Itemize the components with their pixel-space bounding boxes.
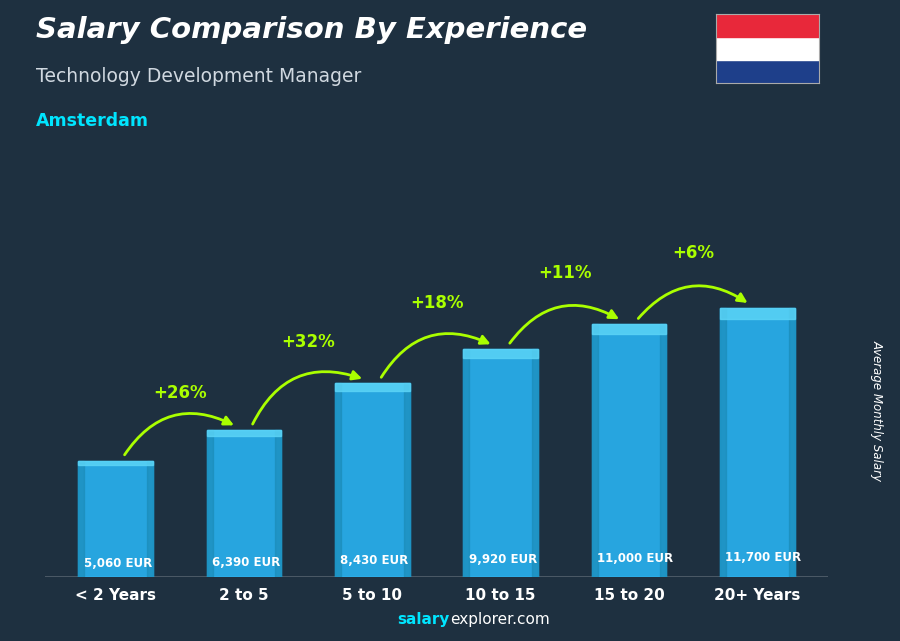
- Text: 11,000 EUR: 11,000 EUR: [597, 552, 673, 565]
- Bar: [716, 60, 819, 83]
- Text: Average Monthly Salary: Average Monthly Salary: [871, 340, 884, 481]
- Text: Salary Comparison By Experience: Salary Comparison By Experience: [36, 16, 587, 44]
- Text: +26%: +26%: [153, 384, 207, 403]
- Bar: [661, 324, 666, 577]
- Bar: [464, 349, 538, 358]
- Text: explorer.com: explorer.com: [450, 612, 550, 627]
- Bar: [207, 430, 281, 577]
- Bar: [720, 308, 795, 577]
- Bar: [78, 461, 85, 577]
- Bar: [592, 324, 666, 577]
- Text: +32%: +32%: [282, 333, 335, 351]
- Text: +6%: +6%: [672, 244, 715, 262]
- Bar: [335, 383, 341, 577]
- Bar: [720, 308, 726, 577]
- Text: Amsterdam: Amsterdam: [36, 112, 149, 130]
- Bar: [464, 349, 470, 577]
- Text: +18%: +18%: [410, 294, 464, 312]
- Bar: [78, 461, 153, 577]
- Bar: [788, 308, 795, 577]
- Text: salary: salary: [398, 612, 450, 627]
- Text: Technology Development Manager: Technology Development Manager: [36, 67, 362, 87]
- Bar: [335, 383, 410, 391]
- Bar: [716, 14, 819, 37]
- Bar: [592, 324, 598, 577]
- Bar: [592, 324, 666, 334]
- Bar: [207, 430, 212, 577]
- Text: +11%: +11%: [538, 265, 591, 283]
- Text: 8,430 EUR: 8,430 EUR: [340, 554, 409, 567]
- Text: 6,390 EUR: 6,390 EUR: [212, 556, 280, 569]
- Bar: [335, 383, 410, 577]
- Bar: [78, 461, 153, 465]
- Text: 11,700 EUR: 11,700 EUR: [725, 551, 801, 564]
- Bar: [403, 383, 410, 577]
- Bar: [207, 430, 281, 436]
- Bar: [464, 349, 538, 577]
- Bar: [720, 308, 795, 319]
- Bar: [532, 349, 538, 577]
- Text: 9,920 EUR: 9,920 EUR: [469, 553, 536, 566]
- Bar: [716, 37, 819, 60]
- Bar: [275, 430, 281, 577]
- Bar: [147, 461, 153, 577]
- Text: 5,060 EUR: 5,060 EUR: [84, 558, 152, 570]
